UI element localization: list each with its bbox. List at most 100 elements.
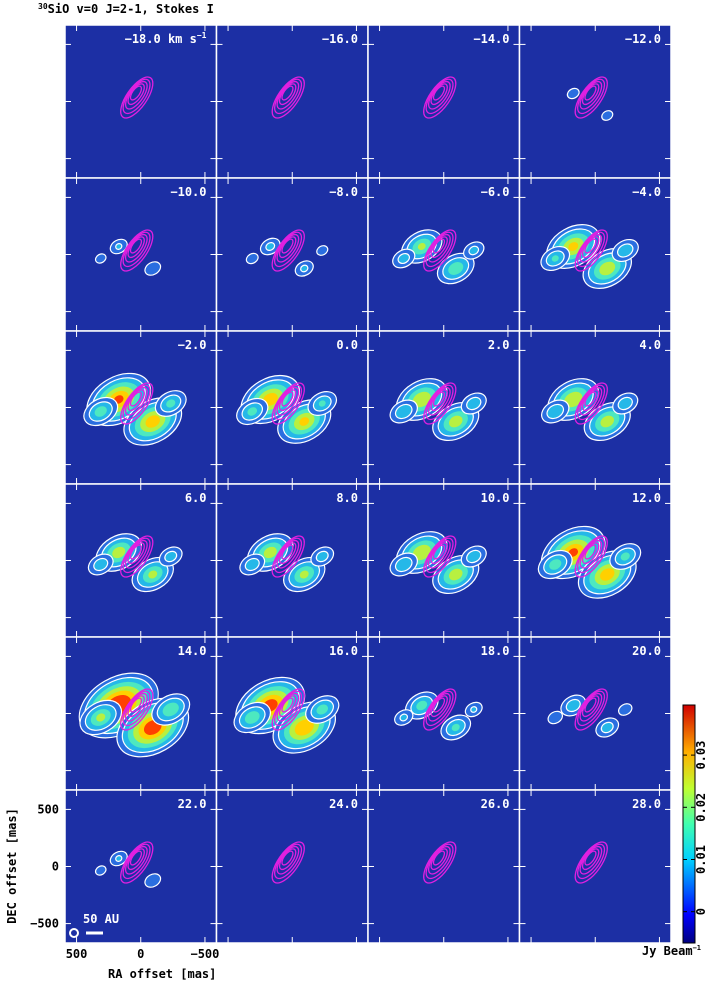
contour xyxy=(579,539,603,569)
channel-value: −10.0 xyxy=(170,185,206,199)
contour xyxy=(430,542,448,565)
colorbar-tick-label: 0.02 xyxy=(694,793,708,822)
contour xyxy=(427,845,451,875)
contour xyxy=(581,236,600,259)
emission xyxy=(599,261,616,276)
contour xyxy=(425,384,454,421)
panel xyxy=(368,484,520,637)
contour xyxy=(276,539,300,569)
channel-label: 16.0 xyxy=(329,644,358,658)
channel-label: 24.0 xyxy=(329,797,358,811)
emission xyxy=(145,415,160,428)
contour xyxy=(579,845,603,875)
panel xyxy=(65,637,217,790)
emission xyxy=(263,546,277,559)
emission xyxy=(247,407,258,416)
emission xyxy=(316,704,329,715)
contour xyxy=(584,850,597,866)
contour xyxy=(271,76,305,119)
contour xyxy=(120,688,154,731)
channel-label: −16.0 xyxy=(322,32,358,46)
contour xyxy=(278,848,297,871)
emission xyxy=(617,396,633,411)
contour xyxy=(584,391,597,407)
contour xyxy=(271,382,305,425)
x-axis-label: RA offset [mas] xyxy=(108,967,216,981)
contour xyxy=(423,535,457,578)
contour xyxy=(423,688,457,731)
panel xyxy=(368,637,520,790)
contour xyxy=(423,382,457,425)
contour xyxy=(122,537,151,574)
panel xyxy=(65,25,217,178)
channel-value: −2.0 xyxy=(178,338,207,352)
contour xyxy=(281,85,294,101)
channel-label: 2.0 xyxy=(488,338,510,352)
emission xyxy=(470,706,478,713)
contour xyxy=(581,83,600,106)
panel xyxy=(216,25,368,178)
contour xyxy=(423,841,457,884)
emission xyxy=(144,261,162,276)
contour xyxy=(581,695,600,718)
emission xyxy=(412,544,431,561)
channel-label: 12.0 xyxy=(632,491,661,505)
contour xyxy=(427,233,451,263)
emission xyxy=(166,399,176,408)
panel xyxy=(216,178,368,331)
channel-label: 28.0 xyxy=(632,797,661,811)
contour xyxy=(574,229,608,272)
contour xyxy=(432,391,446,407)
contour xyxy=(281,238,294,254)
emission xyxy=(600,415,615,428)
panel xyxy=(216,790,368,943)
channel-value: 12.0 xyxy=(632,491,661,505)
panel xyxy=(65,484,217,637)
contour xyxy=(432,85,446,101)
contour xyxy=(432,697,446,713)
panel xyxy=(368,178,520,331)
emission xyxy=(466,549,482,564)
contour xyxy=(423,229,457,272)
contour xyxy=(278,389,297,412)
x-tick-label: 0 xyxy=(137,947,144,961)
channel-value: 22.0 xyxy=(178,797,207,811)
colorbar-label-text: Jy Beam xyxy=(642,944,693,958)
contour xyxy=(127,389,145,412)
emission xyxy=(144,873,162,888)
contour xyxy=(127,542,145,565)
channel-value: 0.0 xyxy=(336,338,358,352)
emission xyxy=(417,242,426,251)
contour xyxy=(129,238,143,254)
panel xyxy=(519,637,671,790)
contour xyxy=(120,229,154,272)
emission xyxy=(600,568,615,581)
channel-label: −14.0 xyxy=(473,32,509,46)
contour xyxy=(574,841,608,884)
contour xyxy=(423,76,457,119)
emission xyxy=(565,698,581,713)
panel xyxy=(216,637,368,790)
channel-value: −4.0 xyxy=(632,185,661,199)
emission xyxy=(601,110,614,121)
emission xyxy=(399,713,409,722)
panel xyxy=(519,178,671,331)
emission xyxy=(244,711,260,724)
channel-label: 18.0 xyxy=(481,644,510,658)
y-tick-label: 0 xyxy=(52,860,59,874)
colorbar-tick-label: 0.03 xyxy=(694,741,708,770)
channel-label: 0.0 xyxy=(336,338,358,352)
contour xyxy=(122,231,151,268)
emission xyxy=(397,252,410,265)
channel-value: 4.0 xyxy=(639,338,661,352)
emission xyxy=(315,550,329,563)
contour xyxy=(278,695,297,718)
emission xyxy=(617,243,634,258)
panel xyxy=(368,331,520,484)
channel-label: −2.0 xyxy=(178,338,207,352)
contour xyxy=(577,537,606,574)
emission xyxy=(566,87,580,100)
contour xyxy=(430,695,448,718)
channel-value: 14.0 xyxy=(178,644,207,658)
contour xyxy=(281,850,294,866)
